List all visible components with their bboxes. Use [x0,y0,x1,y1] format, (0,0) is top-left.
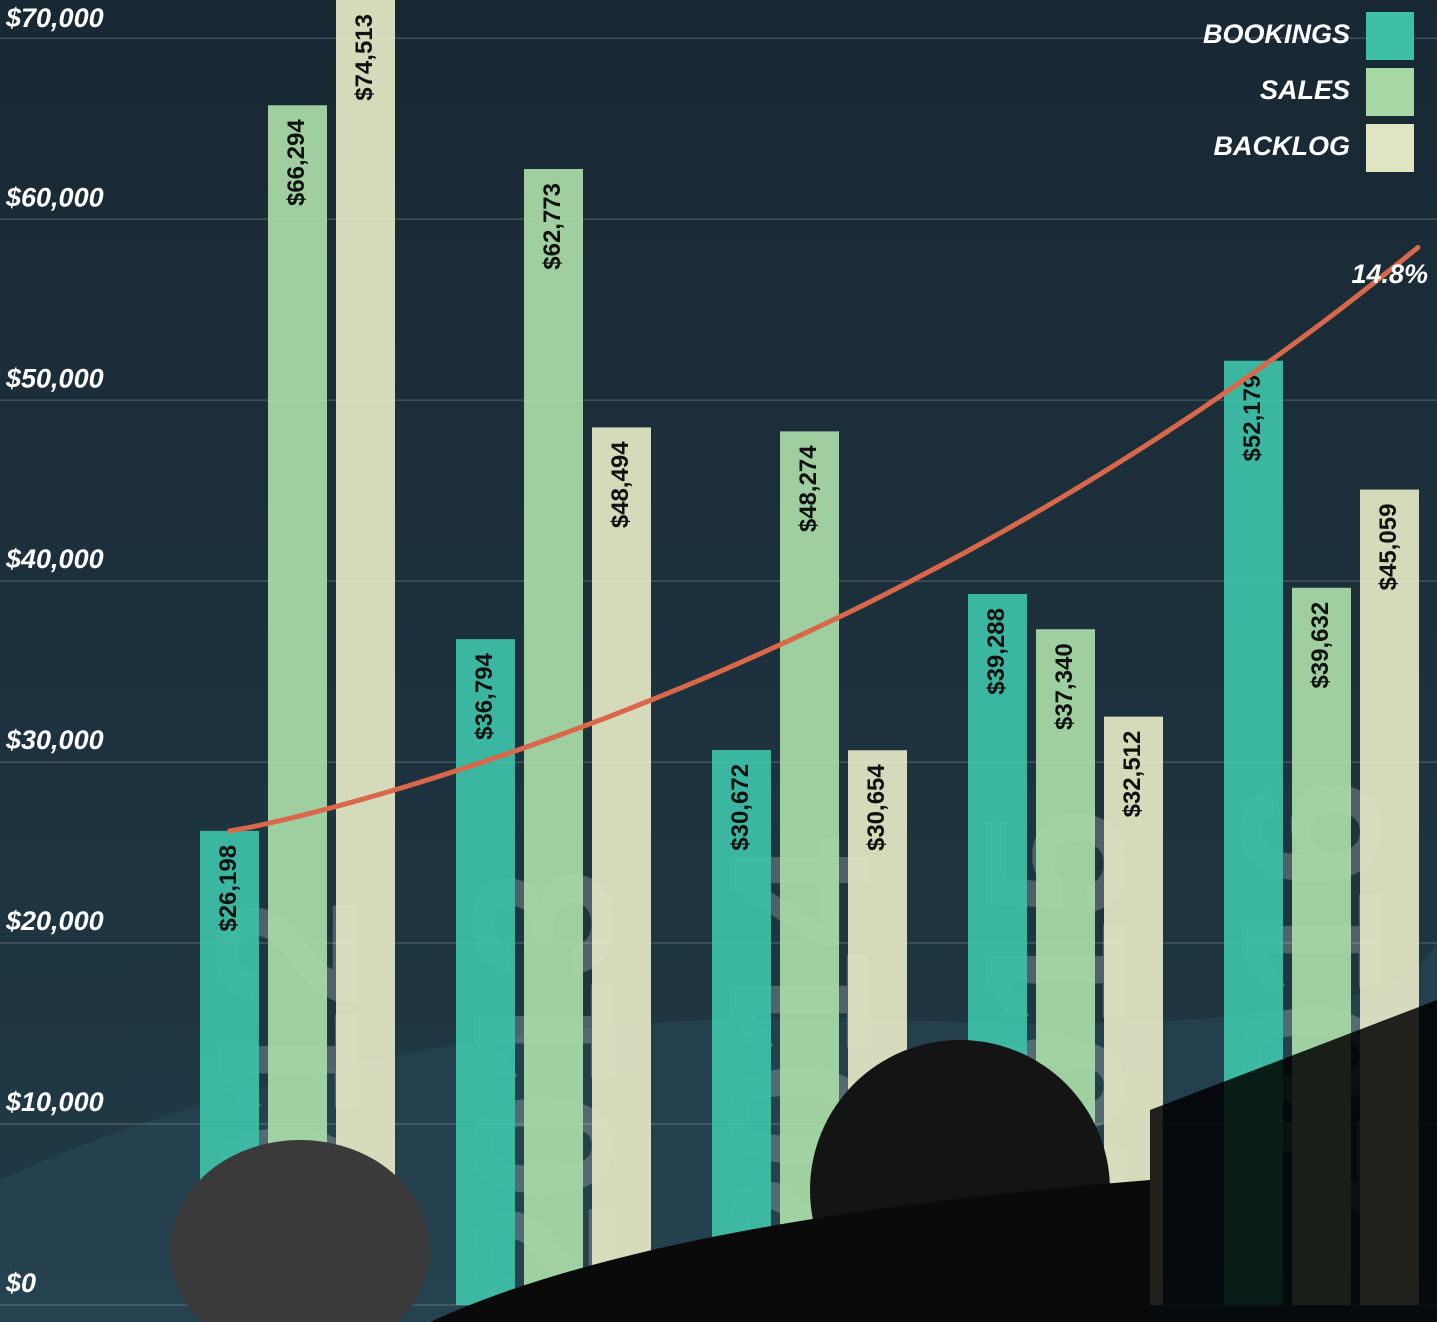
y-tick-label: $60,000 [5,182,104,212]
legend-label: BOOKINGS [1203,19,1350,49]
value-label: $45,059 [1375,504,1402,591]
y-tick-label: $70,000 [5,3,104,33]
value-label: $39,288 [983,608,1010,695]
value-label: $32,512 [1119,731,1146,818]
value-label: $30,672 [727,764,754,851]
y-tick-label: $0 [5,1268,36,1298]
value-label: $37,340 [1051,643,1078,730]
legend-swatch [1366,12,1414,60]
trend-annotation: 14.8% [1351,259,1428,289]
legend-label: SALES [1260,75,1350,105]
y-tick-label: $30,000 [5,725,104,755]
value-label: $30,654 [863,764,890,851]
chart: $0 $10,000 $20,000 $30,000 $40,000 $50,000 $60… [0,0,1437,1322]
bar [592,427,651,1305]
legend-swatch [1366,68,1414,116]
value-label: $52,179 [1239,375,1266,462]
bar [268,105,327,1305]
y-tick-label: $40,000 [5,544,104,574]
value-label: $62,773 [539,183,566,270]
value-label: $66,294 [283,119,310,206]
value-label: $48,274 [795,445,822,532]
legend-label: BACKLOG [1214,131,1351,161]
bar [336,0,395,1305]
value-label: $74,513 [351,14,378,101]
value-label: $48,494 [607,441,634,528]
value-label: $26,198 [215,845,242,932]
legend-swatch [1366,124,1414,172]
y-tick-label: $20,000 [5,906,104,936]
y-tick-label: $50,000 [5,363,104,393]
y-tick-label: $10,000 [5,1087,104,1117]
value-label: $39,632 [1307,602,1334,689]
value-label: $36,794 [471,652,498,739]
